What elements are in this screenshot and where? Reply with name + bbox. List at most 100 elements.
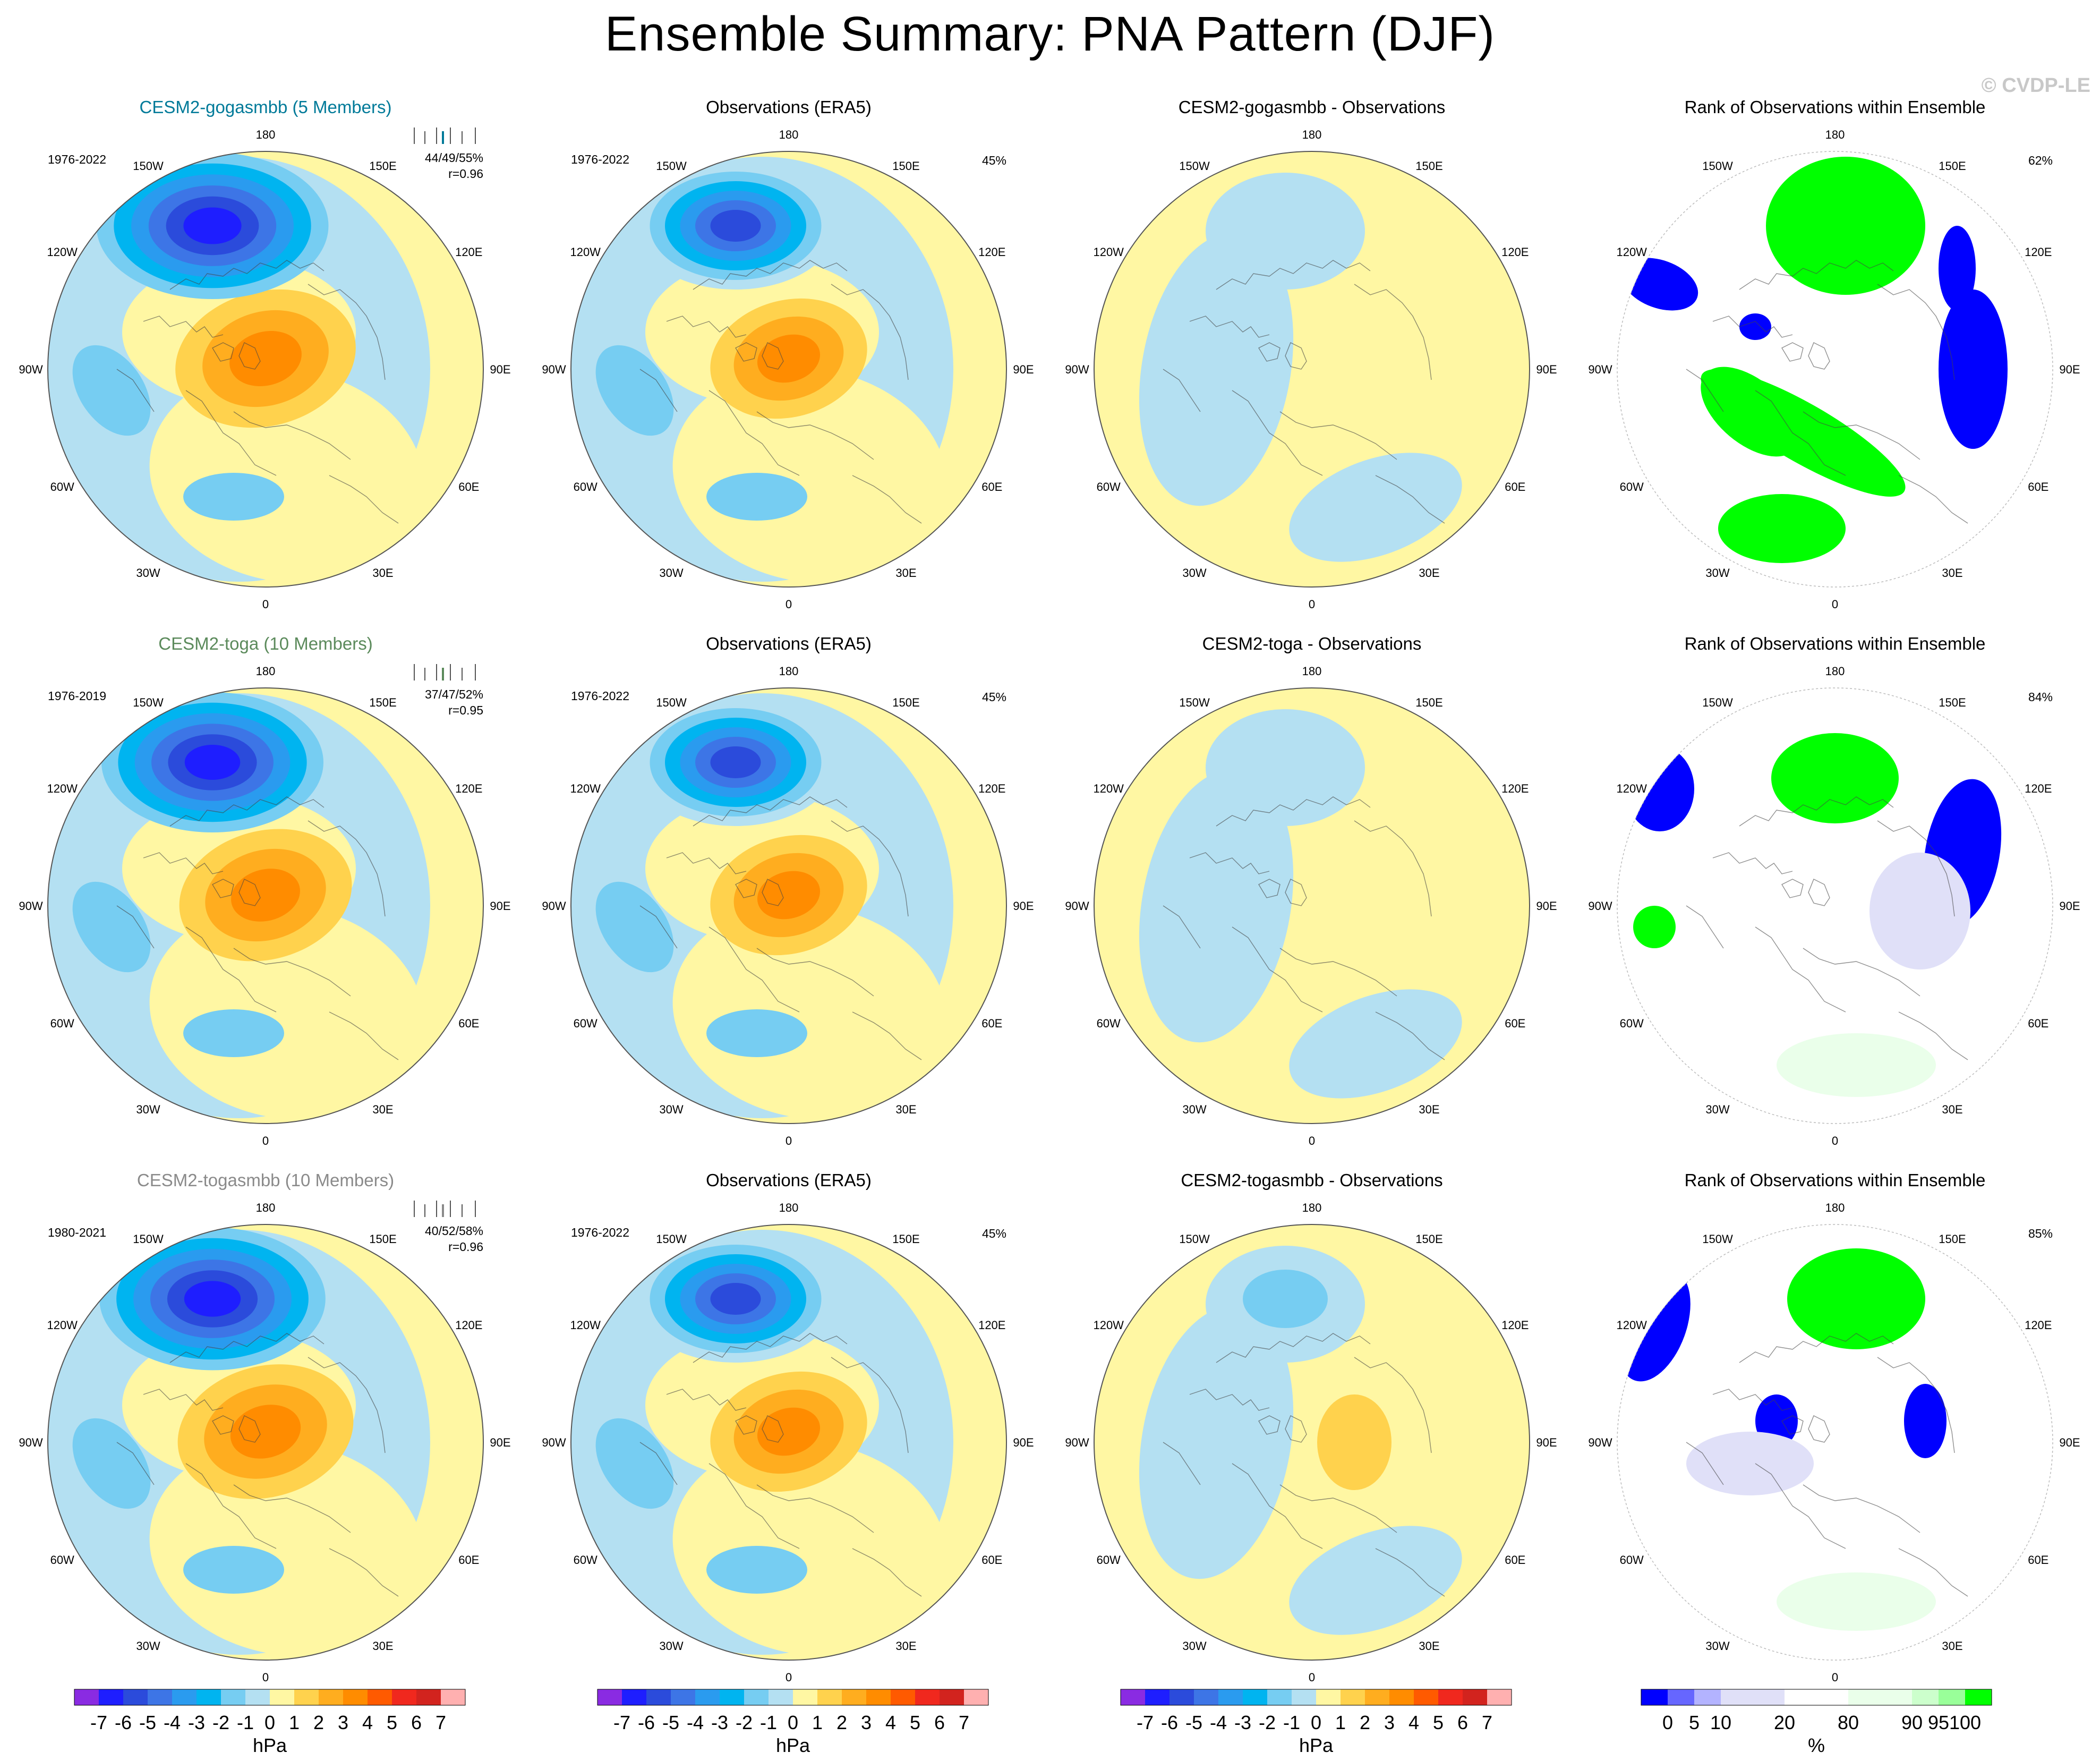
pct-label: 62% (2028, 154, 2053, 167)
longitude-label: 90W (1065, 363, 1089, 376)
coastline-segment (1258, 342, 1281, 362)
longitude-label: 0 (1309, 1671, 1315, 1684)
neg-anomaly-contour (72, 345, 151, 436)
longitude-label: 30E (895, 566, 916, 580)
colorbar-swatch (441, 1689, 465, 1705)
colorbar-tick-label: -4 (1210, 1712, 1227, 1733)
colorbar-tick-label: 5 (387, 1712, 397, 1733)
longitude-label: 60W (1097, 1553, 1121, 1567)
colorbar-swatch (368, 1689, 392, 1705)
coastline-segment (708, 390, 800, 476)
colorbar-swatch (1292, 1689, 1316, 1705)
pos-anomaly-contour (757, 1407, 821, 1456)
rank-mid-region (1777, 1572, 1936, 1631)
colorbar-tick-label: 7 (959, 1712, 969, 1733)
polar-map: 180 150E 120E 90E 60E 30E 0 30W 60W 90W 120W 150W (542, 665, 1034, 1147)
map-field (571, 688, 1006, 1124)
longitude-label: 60E (1505, 1553, 1525, 1567)
longitude-label: 30W (659, 1103, 683, 1116)
longitude-label: 60E (1505, 1017, 1525, 1030)
colorbar-swatch (671, 1689, 695, 1705)
colorbar-tick-label: -3 (711, 1712, 728, 1733)
coastline-segment (1189, 1389, 1270, 1411)
longitude-label: 30W (1705, 1103, 1729, 1116)
neg-anomaly-core (1243, 733, 1328, 792)
coastline-segment (1163, 905, 1201, 949)
coastline-segment (1712, 852, 1793, 874)
coastline-segment (1712, 1389, 1793, 1411)
longitude-label: 0 (786, 598, 792, 611)
pos-anomaly-core (1317, 858, 1392, 954)
longitude-label: 30W (659, 1639, 683, 1653)
colorbar-swatch (1848, 1689, 1912, 1705)
panel-rank-row3: Rank of Observations within Ensemble 180 1… (1580, 1166, 2090, 1697)
colorbar-swatch (1389, 1689, 1414, 1705)
colorbar-swatch (1121, 1689, 1145, 1705)
longitude-label: 120W (47, 245, 78, 259)
neg-anomaly-contour (706, 1009, 807, 1057)
longitude-label: 120E (2025, 1318, 2052, 1332)
longitude-label: 150W (1702, 696, 1733, 709)
longitude-label: 30W (1705, 566, 1729, 580)
coastline-segment (852, 1548, 922, 1597)
colorbar-tick-label: -4 (164, 1712, 181, 1733)
colorbar-swatch (1414, 1689, 1438, 1705)
panel-title: Rank of Observations within Ensemble (1684, 634, 1986, 653)
colorbar-tick-label: 95 (1928, 1712, 1949, 1733)
longitude-label: 30W (1182, 566, 1206, 580)
map-field (571, 1224, 1006, 1660)
polar-map: 180 150E 120E 90E 60E 30E 0 30W 60W 90W 120W 150W (1065, 128, 1557, 611)
coastline-segment (1216, 260, 1371, 290)
colorbar-tick-label: 2 (1360, 1712, 1370, 1733)
colorbar-outline (1641, 1689, 1992, 1706)
longitude-label: 30E (372, 1639, 393, 1653)
longitude-label: 0 (1309, 598, 1315, 611)
longitude-label: 0 (1832, 598, 1838, 611)
colorbar-hpa-3-svg: -7 -6 -5 -4 -3 -2 -1 0 1 2 3 4 5 6 7 hPa (1120, 1689, 1512, 1756)
colorbar-tick-label: 2 (313, 1712, 324, 1733)
longitude-label: 150W (1179, 159, 1210, 173)
longitude-label: 30E (1942, 566, 1962, 580)
colorbar-tick-label: 20 (1774, 1712, 1795, 1733)
colorbar-swatch (891, 1689, 915, 1705)
coastline-segment (1686, 1442, 1724, 1485)
neg-anomaly-contour (706, 473, 807, 521)
map-border (1617, 687, 2053, 1124)
rank-low-region (1739, 313, 1771, 340)
longitude-label: 120W (47, 782, 78, 795)
period-label: 1980-2021 (48, 1226, 106, 1239)
map-border (570, 687, 1007, 1124)
colorbar-tick-label: 1 (1335, 1712, 1346, 1733)
longitude-label: 150W (133, 159, 164, 173)
coastline-segment (1189, 852, 1270, 874)
coastline-segment (238, 879, 261, 906)
panel-title: Observations (ERA5) (706, 97, 872, 117)
pos-anomaly-contour (757, 871, 821, 920)
coastline-segment (1739, 260, 1894, 290)
longitude-label: 120E (455, 782, 482, 795)
coastline-segment (185, 390, 277, 476)
pos-anomaly-contour (757, 334, 821, 383)
colorbar-swatch (294, 1689, 319, 1705)
panel-title: CESM2-gogasmbb (5 Members) (139, 97, 392, 117)
rank-high-region (1633, 906, 1676, 948)
colorbar-tick-label: 0 (1311, 1712, 1321, 1733)
coastline-segment (1803, 411, 1920, 460)
coastline-segment (1285, 879, 1307, 906)
longitude-label: 90E (490, 1436, 510, 1449)
coastline-segment (1279, 1484, 1397, 1533)
longitude-label: 120E (978, 245, 1005, 259)
longitude-label: 150E (1939, 696, 1966, 709)
panel-obs-row1: Observations (ERA5) 180 150E 120E 90E 60E 30E 0… (534, 93, 1044, 624)
longitude-label: 90W (19, 363, 42, 376)
map-field (48, 1224, 483, 1660)
map-field (48, 151, 483, 587)
longitude-label: 150E (1939, 1232, 1966, 1246)
panel-diff-row3: CESM2-togasmbb - Observations 180 150E 120E… (1057, 1166, 1567, 1697)
colorbar-swatch (915, 1689, 940, 1705)
longitude-label: 60E (2028, 1553, 2048, 1567)
colorbar-swatch (392, 1689, 416, 1705)
coastline-segment (143, 316, 224, 338)
colorbar-swatch (793, 1689, 817, 1705)
colorbar-tick-label: 6 (411, 1712, 422, 1733)
